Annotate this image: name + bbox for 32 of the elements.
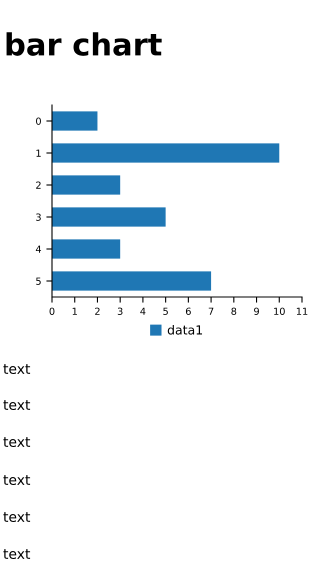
text: text	[3, 364, 30, 374]
x-tick-label: 2	[95, 308, 100, 315]
y-tick-label: 3	[36, 213, 41, 221]
y-tick-label: 4	[36, 246, 42, 253]
x-tick-label: 11	[296, 308, 308, 315]
bar	[52, 143, 280, 163]
bar	[52, 271, 212, 291]
x-tick-label: 5	[163, 308, 168, 315]
x-tick-label: 3	[118, 308, 122, 315]
text: text	[3, 475, 30, 486]
y-tick-label: 2	[36, 181, 41, 189]
bar	[52, 207, 166, 227]
bar	[52, 175, 120, 195]
bar	[52, 239, 120, 259]
legend-label: data1	[168, 324, 202, 335]
x-tick-label: 7	[208, 308, 214, 315]
y-tick-label: 5	[36, 278, 41, 285]
x-tick-label: 10	[274, 308, 285, 315]
text: text	[3, 549, 30, 560]
chart-title: bar chart	[6, 32, 162, 56]
text: text	[3, 512, 30, 522]
text: text	[3, 400, 30, 410]
bar	[52, 111, 98, 131]
x-tick-label: 1	[72, 308, 77, 315]
y-tick-label: 0	[36, 117, 41, 125]
x-tick-label: 4	[140, 308, 146, 315]
x-tick-label: 6	[186, 308, 191, 315]
x-tick-label: 8	[231, 308, 236, 315]
y-tick-label: 1	[36, 150, 41, 157]
text: text	[3, 437, 30, 448]
x-tick-label: 0	[50, 308, 54, 315]
x-tick-label: 9	[254, 308, 259, 315]
